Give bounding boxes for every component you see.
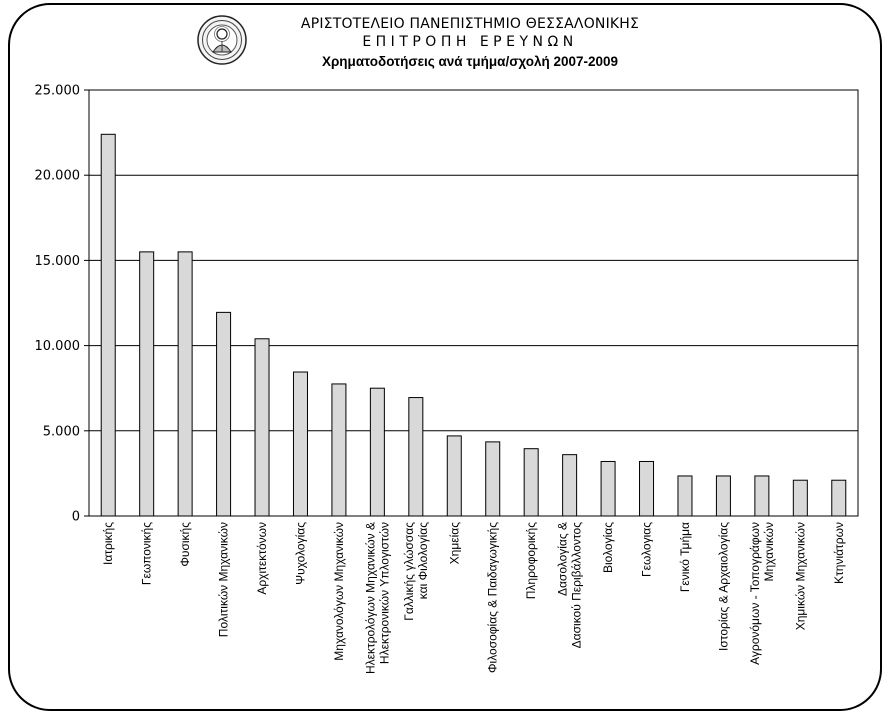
bar: [831, 479, 847, 517]
bar: [715, 475, 731, 517]
bars: [100, 133, 847, 517]
x-category-label: Ιστορίας & Αρχαιολογίας: [716, 522, 730, 651]
gridlines: [89, 174, 858, 432]
y-tick-label: 5.000: [43, 424, 80, 439]
y-tick-label: 10.000: [35, 339, 81, 354]
plot-area-border: [88, 89, 859, 517]
y-tick-label: 25.000: [35, 84, 81, 99]
chart-frame: [8, 3, 882, 711]
x-category-label: Αγρονόμων - ΤοπογράφωνΜηχανικών: [748, 522, 776, 665]
bar: [369, 387, 385, 517]
x-category-label: Δασολογίας &Δασικού Περιβάλλοντος: [556, 522, 584, 649]
x-category-label: Πολιτικών Μηχανικών: [217, 522, 231, 637]
x-category-label: Ψυχολογίας: [293, 522, 307, 585]
bar: [292, 371, 308, 517]
bar: [639, 460, 655, 517]
bar: [792, 479, 808, 517]
x-category-label: Φυσικής: [178, 522, 192, 567]
x-axis-categories: Ιατρικής Γεωπονικής Φυσικής Πολιτικών Μηχαν…: [101, 522, 846, 674]
bar: [600, 460, 616, 517]
university-seal-icon: [197, 15, 247, 65]
bar: [139, 251, 155, 517]
x-category-label: Φιλοσοφίας & Παιδαγωγικής: [486, 522, 500, 673]
x-category-label: Γαλλικής γλώσσαςκαι Φιλολογίας: [402, 522, 430, 621]
y-axis-ticks: 0 5.000 10.000 15.000 20.000 25.000: [35, 84, 89, 525]
x-category-label: Κτηνιάτρων: [832, 522, 846, 584]
x-category-label: Ιατρικής: [101, 522, 115, 565]
committee-name: ΕΠΙΤΡΟΠΗ ΕΡΕΥΝΩΝ: [362, 34, 578, 50]
bar: [177, 251, 193, 517]
chart-title: Χρηματοδοτήσεις ανά τμήμα/σχολή 2007-200…: [321, 54, 619, 69]
bar: [754, 475, 770, 517]
y-tick-label: 20.000: [35, 169, 81, 184]
bar: [331, 383, 347, 517]
bar: [254, 338, 270, 517]
bar: [485, 441, 501, 517]
y-tick-label: 15.000: [35, 254, 81, 269]
x-category-label: Γεωπονικής: [140, 522, 154, 585]
bar: [408, 397, 424, 517]
x-category-label: Ηλεκτρολόγων Μηχανικών &Ηλεκτρονικών Υπλ…: [363, 522, 391, 674]
bar: [523, 448, 539, 517]
university-name: ΑΡΙΣΤΟΤΕΛΕΙΟ ΠΑΝΕΠΙΣΤΗΜΙΟ ΘΕΣΣΑΛΟΝΙΚΗΣ: [300, 16, 640, 32]
x-category-label: Γεωλογιας: [640, 522, 654, 577]
x-category-label: Χημικών Μηχανικών: [793, 522, 807, 630]
bar: [100, 133, 116, 517]
bar: [562, 454, 578, 517]
bar: [446, 435, 462, 517]
bar: [216, 311, 232, 517]
x-category-label: Βιολογίας: [601, 522, 615, 573]
y-tick-label: 0: [72, 510, 80, 525]
x-category-label: Χημείας: [447, 522, 461, 565]
x-category-label: Γενικό Τμήμα: [678, 522, 692, 592]
bar: [677, 475, 693, 517]
x-category-label: Αρχιτεκτόνων: [255, 522, 269, 595]
x-category-label: Μηχανολόγων Μηχανικών: [332, 522, 346, 661]
x-category-label: Πληροφορικής: [524, 522, 538, 599]
